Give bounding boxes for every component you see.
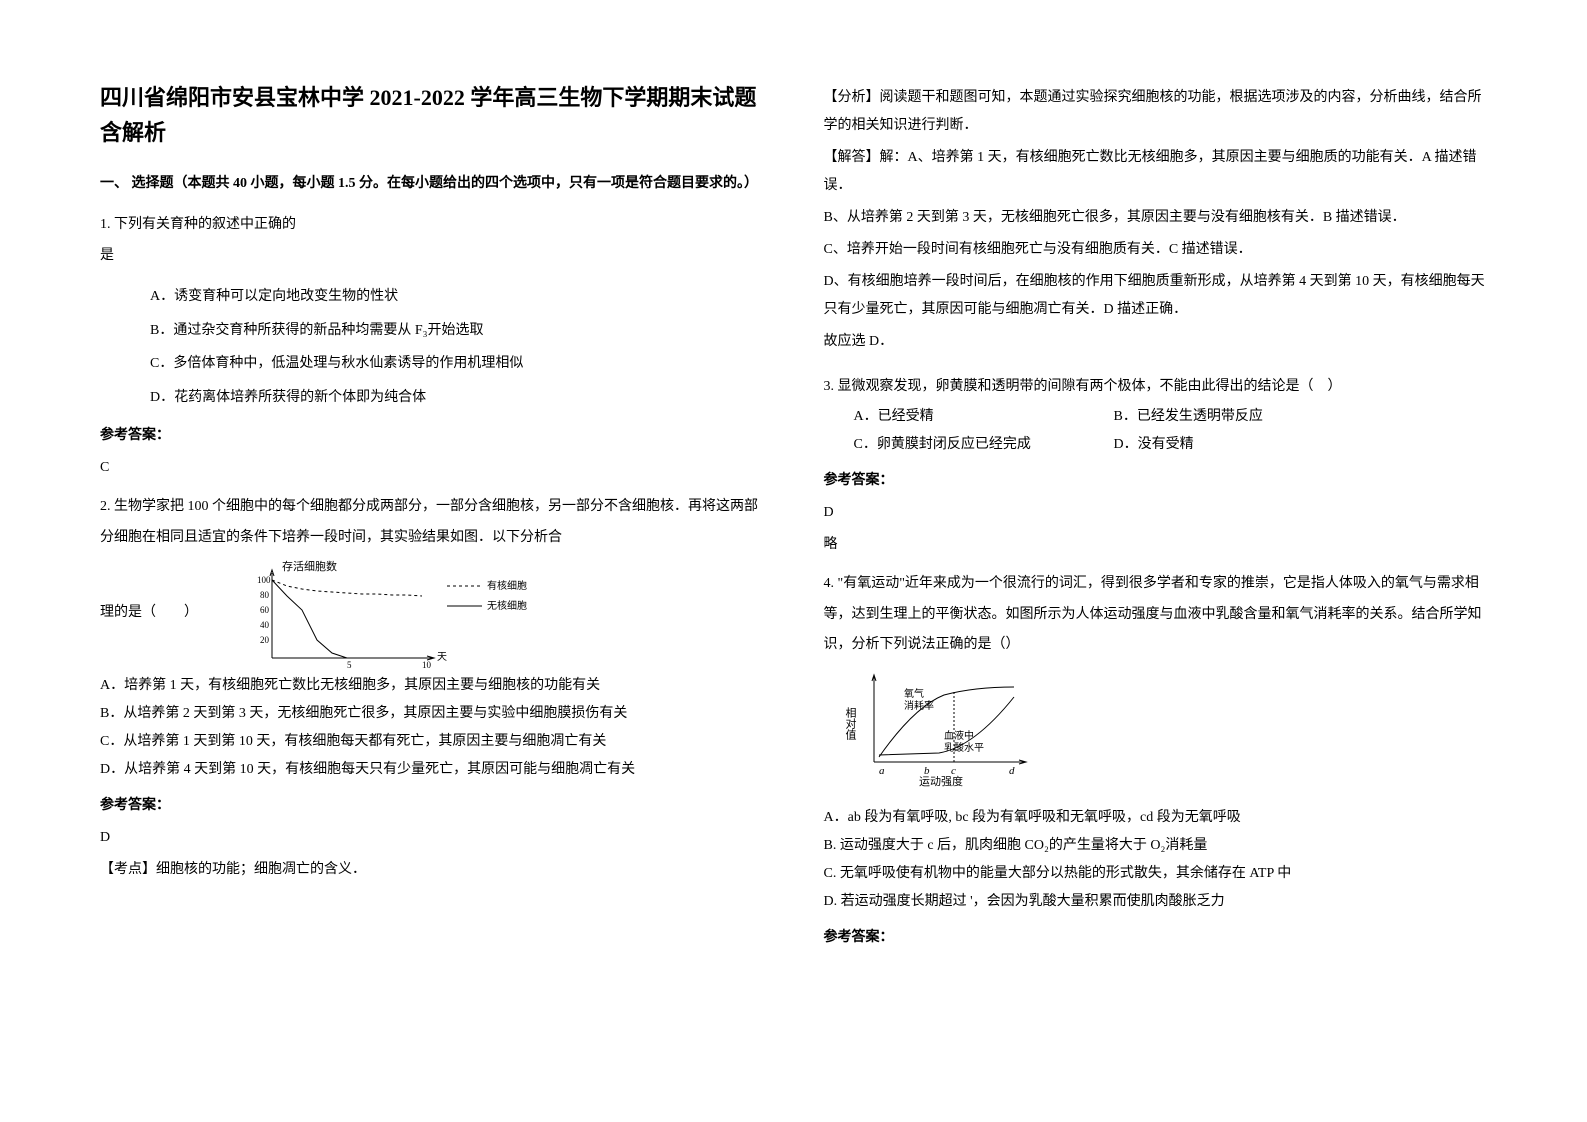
q1-option-b: B．通过杂交育种所获得的新品种均需要从 F₃开始选取	[100, 314, 764, 348]
ytick-40: 40	[260, 620, 270, 630]
q3-option-c: C．卵黄膜封闭反应已经完成	[854, 431, 1054, 459]
left-column: 四川省绵阳市安县宝林中学 2021-2022 学年高三生物下学期期末试题含解析 …	[100, 80, 764, 1042]
q1-answer-label: 参考答案：	[100, 422, 764, 450]
xtick-5: 5	[347, 660, 352, 668]
q2-explain-c: C、培养开始一段时间有核细胞死亡与没有细胞质有关．C 描述错误．	[824, 236, 1488, 264]
cell-survival-chart: 存活细胞数 100 80 60 40 20 5 10 天	[232, 558, 532, 668]
q2-text-cont: 理的是（ ）	[100, 605, 198, 620]
q1-option-a: A．诱变育种可以定向地改变生物的性状	[100, 280, 764, 314]
q4-answer-label: 参考答案：	[824, 924, 1488, 952]
q4-ylabel: 相对值	[844, 707, 857, 741]
ytick-80: 80	[260, 590, 270, 600]
q3-option-a: A．已经受精	[854, 403, 1054, 431]
legend-anucleated: 无核细胞	[487, 599, 527, 612]
q3-extra: 略	[824, 531, 1488, 559]
q1-option-d: D．花药离体培养所获得的新个体即为纯合体	[100, 381, 764, 415]
q2-chart: 存活细胞数 100 80 60 40 20 5 10 天	[232, 558, 532, 668]
q3-options-row1: A．已经受精 B．已经发生透明带反应	[824, 403, 1488, 431]
ytick-100: 100	[257, 575, 271, 585]
q2-option-b: B．从培养第 2 天到第 3 天，无核细胞死亡很多，其原因主要与实验中细胞膜损伤…	[100, 700, 764, 728]
question-4: 4. "有氧运动"近年来成为一个很流行的词汇，得到很多学者和专家的推崇，它是指人…	[824, 569, 1488, 952]
q2-answer-label: 参考答案：	[100, 792, 764, 820]
q4-curve2-label: 血液中	[944, 729, 974, 742]
q2-analysis-2: 【分析】阅读题干和题图可知，本题通过实验探究细胞核的功能，根据选项涉及的内容，分…	[824, 84, 1488, 140]
q2-conclusion: 故应选 D．	[824, 328, 1488, 356]
q2-explain-b: B、从培养第 2 天到第 3 天，无核细胞死亡很多，其原因主要与没有细胞核有关．…	[824, 204, 1488, 232]
right-column: 【分析】阅读题干和题图可知，本题通过实验探究细胞核的功能，根据选项涉及的内容，分…	[824, 80, 1488, 1042]
q2-option-a: A．培养第 1 天，有核细胞死亡数比无核细胞多，其原因主要与细胞核的功能有关	[100, 672, 764, 700]
section-1-header: 一、 选择题（本题共 40 小题，每小题 1.5 分。在每小题给出的四个选项中，…	[100, 170, 764, 198]
q3-text: 3. 显微观察发现，卵黄膜和透明带的间隙有两个极体，不能由此得出的结论是（ ）	[824, 372, 1488, 403]
question-3: 3. 显微观察发现，卵黄膜和透明带的间隙有两个极体，不能由此得出的结论是（ ） …	[824, 372, 1488, 559]
ytick-20: 20	[260, 635, 270, 645]
q1-text: 1. 下列有关育种的叙述中正确的	[100, 210, 764, 241]
q2-explain-d: D、有核细胞培养一段时间后，在细胞核的作用下细胞质重新形成，从培养第 4 天到第…	[824, 268, 1488, 324]
q4-option-b: B. 运动强度大于 c 后，肌肉细胞 CO₂的产生量将大于 O₂消耗量	[824, 832, 1488, 860]
q2-answer: D	[100, 824, 764, 852]
q4-text: 4. "有氧运动"近年来成为一个很流行的词汇，得到很多学者和专家的推崇，它是指人…	[824, 569, 1488, 661]
exercise-intensity-chart: 相对值 氧气 消耗率 血液中 乳酸水平 a b c d 运动强度	[844, 667, 1044, 787]
q4-option-d: D. 若运动强度长期超过 '，会因为乳酸大量积累而使肌肉酸胀乏力	[824, 888, 1488, 916]
q2-text: 2. 生物学家把 100 个细胞中的每个细胞都分成两部分，一部分含细胞核，另一部…	[100, 499, 758, 545]
q3-answer: D	[824, 499, 1488, 527]
q2-explain-a: 【解答】解：A、培养第 1 天，有核细胞死亡数比无核细胞多，其原因主要与细胞质的…	[824, 144, 1488, 200]
question-1: 1. 下列有关育种的叙述中正确的 是 A．诱变育种可以定向地改变生物的性状 B．…	[100, 210, 764, 482]
legend-nucleated: 有核细胞	[487, 579, 527, 592]
xtick-10: 10	[422, 660, 432, 668]
q3-option-d: D．没有受精	[1114, 431, 1194, 459]
q3-options-row2: C．卵黄膜封闭反应已经完成 D．没有受精	[824, 431, 1488, 459]
q4-curve1-label: 氧气	[904, 687, 924, 700]
q2-option-c: C．从培养第 1 天到第 10 天，有核细胞每天都有死亡，其原因主要与细胞凋亡有…	[100, 728, 764, 756]
ytick-60: 60	[260, 605, 270, 615]
q3-answer-label: 参考答案：	[824, 467, 1488, 495]
q4-option-c: C. 无氧呼吸使有机物中的能量大部分以热能的形式散失，其余储存在 ATP 中	[824, 860, 1488, 888]
q4-option-a: A．ab 段为有氧呼吸, bc 段为有氧呼吸和无氧呼吸，cd 段为无氧呼吸	[824, 804, 1488, 832]
xtick-a: a	[879, 765, 885, 777]
xlabel: 天	[437, 652, 447, 663]
q2-option-d: D．从培养第 4 天到第 10 天，有核细胞每天只有少量死亡，其原因可能与细胞凋…	[100, 756, 764, 784]
q2-analysis-1: 【考点】细胞核的功能；细胞凋亡的含义．	[100, 856, 764, 884]
q1-answer: C	[100, 454, 764, 482]
q4-xlabel: 运动强度	[919, 774, 963, 787]
document-title: 四川省绵阳市安县宝林中学 2021-2022 学年高三生物下学期期末试题含解析	[100, 80, 764, 150]
q1-text-cont: 是	[100, 241, 764, 272]
chart-ylabel: 存活细胞数	[282, 559, 337, 573]
q1-option-c: C．多倍体育种中，低温处理与秋水仙素诱导的作用机理相似	[100, 347, 764, 381]
xtick-d: d	[1009, 765, 1015, 777]
q4-curve1-label2: 消耗率	[904, 699, 934, 712]
q4-chart: 相对值 氧气 消耗率 血液中 乳酸水平 a b c d 运动强度	[844, 667, 1488, 798]
question-2: 2. 生物学家把 100 个细胞中的每个细胞都分成两部分，一部分含细胞核，另一部…	[100, 492, 764, 884]
q4-curve2-label2: 乳酸水平	[944, 741, 984, 754]
q3-option-b: B．已经发生透明带反应	[1114, 403, 1263, 431]
